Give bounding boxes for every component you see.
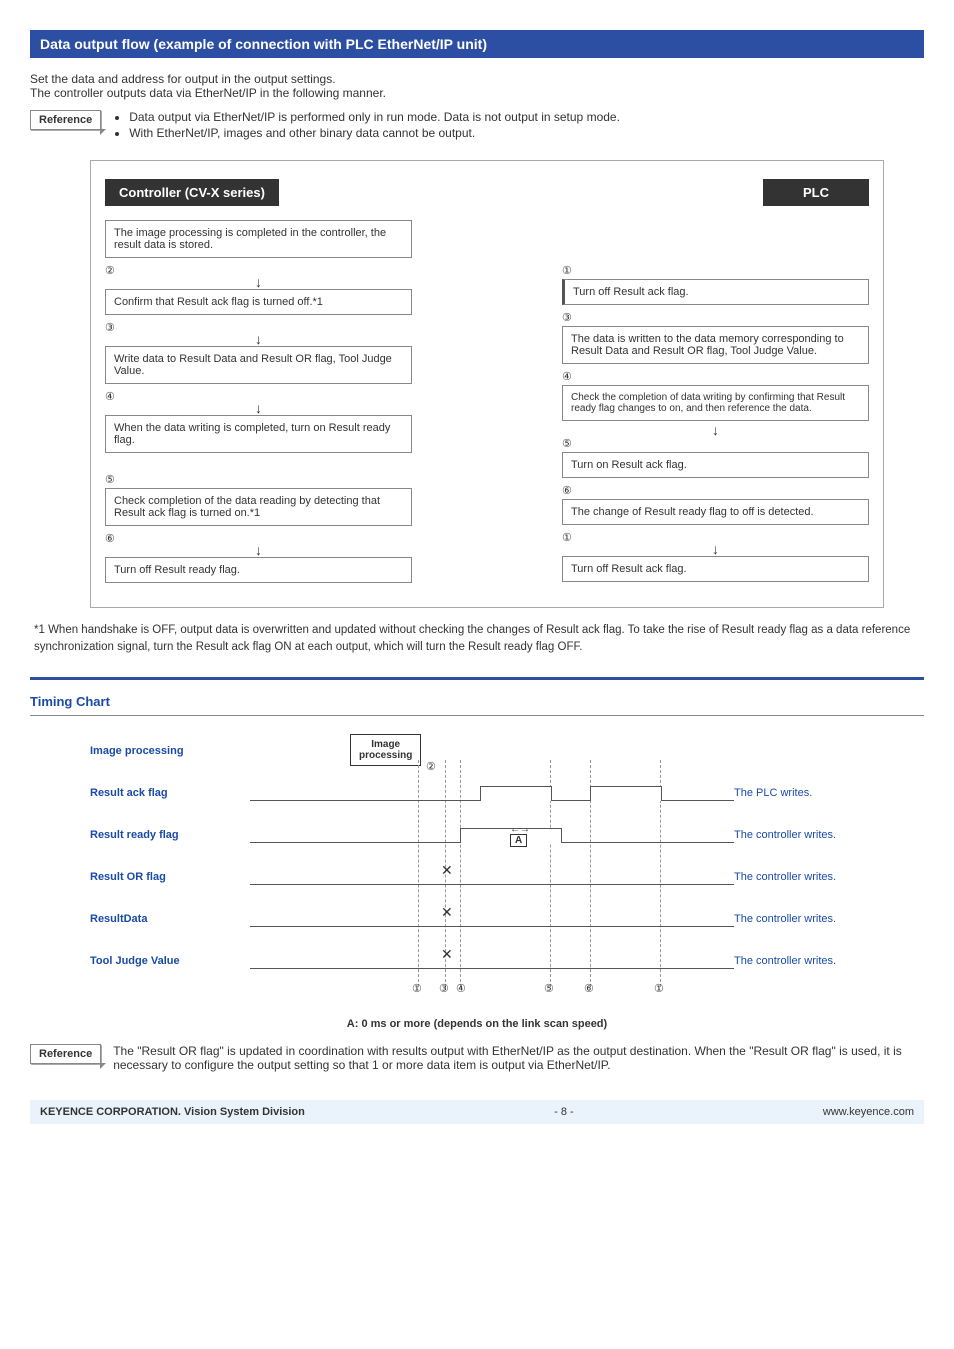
signal-baseline [250,968,734,969]
signal-baseline [250,884,734,885]
page-footer: KEYENCE CORPORATION. Vision System Divis… [30,1100,924,1124]
intro-line-2: The controller outputs data via EtherNet… [30,86,924,100]
timing-label-3: Result ready flag [90,814,250,856]
reference-label: Reference [30,110,101,130]
arrow-down-icon: ↓ [105,277,412,287]
a-label: ←→A [510,824,530,846]
timing-note-1 [734,730,904,772]
footer-right: www.keyence.com [823,1106,914,1118]
arrow-down-icon: ↓ [105,545,412,555]
arrow-down-icon: ↓ [562,544,869,554]
footer-left: KEYENCE CORPORATION. Vision System Divis… [40,1106,305,1118]
ref2-text: The "Result OR flag" is updated in coord… [113,1044,924,1072]
marker-m7: ① [654,982,664,995]
arrow-down-icon: ↓ [105,334,412,344]
plc-step-3: The data is written to the data memory c… [562,326,869,364]
section-banner: Data output flow (example of connection … [30,30,924,58]
arrow-down-icon: ↓ [562,425,869,435]
plc-step-4: Check the completion of data writing by … [562,385,869,421]
marker-m4: ④ [456,982,466,995]
ctrl-step-6: Turn off Result ready flag. [105,557,412,583]
timing-note-6: The controller writes. [734,940,904,982]
timing-chart-title: Timing Chart [30,688,924,716]
signal-baseline [250,926,734,927]
signal-row [250,772,734,814]
marker-m6: ⑥ [584,982,594,995]
plc-step-7: Turn off Result ack flag. [562,556,869,582]
plc-column: PLC ① Turn off Result ack flag. ③ The da… [562,179,869,589]
ctrl-step-5: Check completion of the data reading by … [105,488,412,526]
flow-diagram: Controller (CV-X series) The image proce… [90,160,884,608]
image-processing-box: Imageprocessing [350,734,421,766]
reference-block-1: Reference Data output via EtherNet/IP is… [30,110,924,142]
footer-center: - 8 - [554,1106,574,1118]
ctrl-step-0: The image processing is completed in the… [105,220,412,258]
timing-caption: A: 0 ms or more (depends on the link sca… [30,1018,924,1030]
timing-chart-area: Imageprocessing②←→A✕✕✕①③④⑤⑥① [250,730,734,1000]
timing-note-5: The controller writes. [734,898,904,940]
signal-row: ✕ [250,940,734,982]
timing-note-4: The controller writes. [734,856,904,898]
intro-line-1: Set the data and address for output in t… [30,72,924,86]
timing-note-3: The controller writes. [734,814,904,856]
plc-num-3: ③ [562,311,869,324]
timing-label-4: Result OR flag [90,856,250,898]
reference-block-2: Reference The "Result OR flag" is update… [30,1044,924,1072]
signal-row: Imageprocessing② [250,730,734,772]
plc-step-5: Turn on Result ack flag. [562,452,869,478]
marker-m5: ⑤ [544,982,554,995]
signal-row: ✕ [250,898,734,940]
ctrl-step-4: When the data writing is completed, turn… [105,415,412,453]
plc-num-4: ④ [562,370,869,383]
marker-m1: ① [412,982,422,995]
timing-label-6: Tool Judge Value [90,940,250,982]
plc-step-1: Turn off Result ack flag. [562,279,869,305]
timing-notes: The PLC writes. The controller writes. T… [734,730,904,1000]
timing-chart: Image processing Result ack flag Result … [50,730,904,1000]
ctrl-step-2: Confirm that Result ack flag is turned o… [105,289,412,315]
marker-m3: ③ [439,982,449,995]
reference-label: Reference [30,1044,101,1064]
plc-num-6: ⑥ [562,484,869,497]
controller-column: Controller (CV-X series) The image proce… [105,179,412,589]
ref1-bullet-2: With EtherNet/IP, images and other binar… [129,126,620,140]
arrow-down-icon: ↓ [105,403,412,413]
timing-label-1: Image processing [90,730,250,772]
ctrl-step-3: Write data to Result Data and Result OR … [105,346,412,384]
marker-row: ① ③④ ⑤ ⑥ ① [250,982,734,1000]
controller-title: Controller (CV-X series) [105,179,279,206]
signal-pulse [590,786,662,801]
signal-row: ←→A [250,814,734,856]
timing-note-2: The PLC writes. [734,772,904,814]
signal-pulse [480,786,552,801]
plc-title: PLC [763,179,869,206]
plc-step-6: The change of Result ready flag to off i… [562,499,869,525]
intro-text: Set the data and address for output in t… [30,72,924,100]
plc-num-1: ① [562,264,869,277]
timing-label-2: Result ack flag [90,772,250,814]
ref1-bullet-1: Data output via EtherNet/IP is performed… [129,110,620,124]
timing-label-5: ResultData [90,898,250,940]
ctrl-num-5: ⑤ [105,473,412,486]
signal-row: ✕ [250,856,734,898]
timing-labels: Image processing Result ack flag Result … [50,730,250,1000]
plc-num-5: ⑤ [562,437,869,450]
footnote: *1 When handshake is OFF, output data is… [34,622,920,657]
section-divider [30,677,924,680]
